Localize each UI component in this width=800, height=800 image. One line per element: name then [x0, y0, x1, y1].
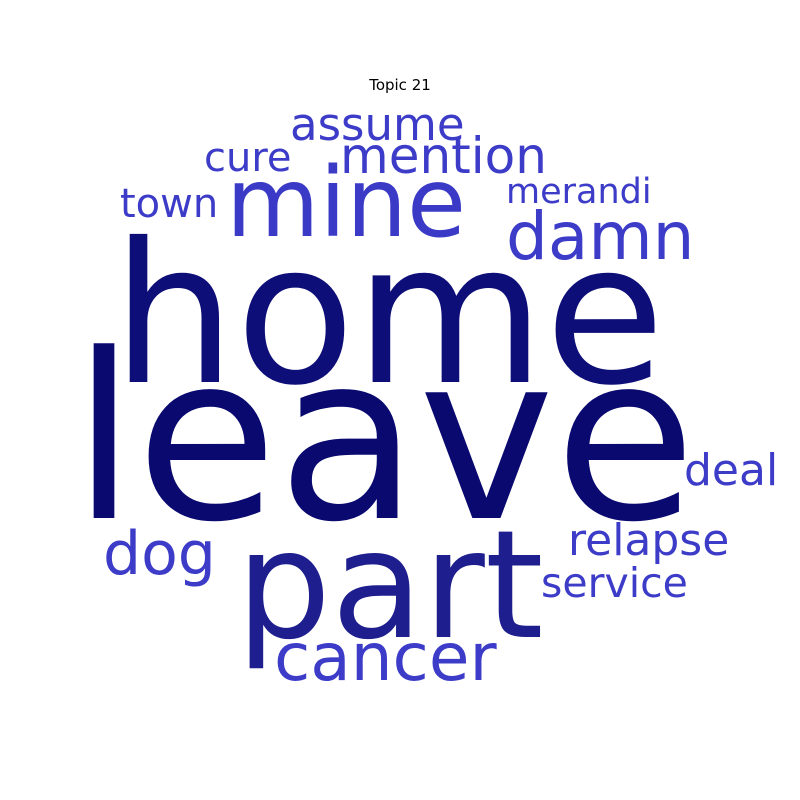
- word-mine: mine: [226, 147, 466, 259]
- word-home: home: [112, 201, 665, 428]
- figure-title: Topic 21: [369, 76, 431, 94]
- word-merandi: merandi: [506, 172, 652, 212]
- word-cure: cure: [204, 135, 292, 181]
- word-assume: assume: [290, 98, 465, 151]
- word-leave: leave: [72, 306, 696, 573]
- word-deal: deal: [684, 445, 778, 496]
- word-service: service: [541, 559, 688, 607]
- word-damn: damn: [506, 198, 694, 275]
- word-part: part: [236, 499, 544, 673]
- word-cancer: cancer: [274, 619, 497, 696]
- word-town: town: [120, 181, 218, 227]
- word-dog: dog: [103, 519, 216, 589]
- word-relapse: relapse: [568, 515, 729, 566]
- word-mention: mention: [340, 127, 547, 185]
